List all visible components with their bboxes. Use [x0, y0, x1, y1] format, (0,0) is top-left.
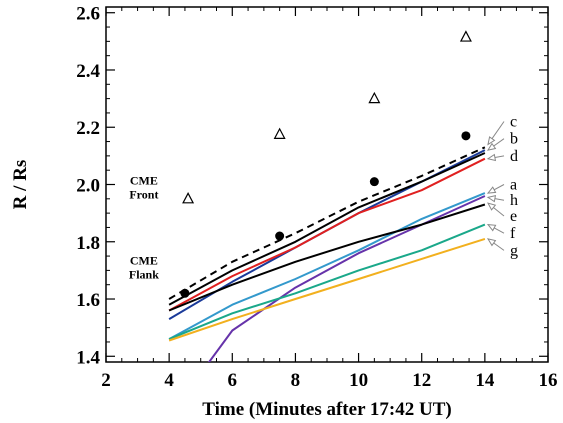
annotation-text: CME [130, 254, 158, 268]
series-line-a [168, 192, 486, 340]
x-tick-label: 12 [412, 370, 431, 391]
series-lines [168, 146, 486, 362]
dot-marker [369, 177, 379, 187]
annotation-text: Flank [129, 268, 159, 282]
series-label-f: f [510, 225, 516, 242]
y-tick-label: 1.8 [76, 233, 100, 254]
y-tick-label: 1.6 [76, 290, 100, 311]
y-tick-label: 2.4 [76, 61, 100, 82]
series-line-g [168, 237, 486, 342]
series-line-f [168, 223, 486, 341]
series-label-a: a [510, 177, 517, 194]
series-line-h [207, 195, 486, 362]
x-tick-label: 2 [101, 370, 111, 391]
label-arrow-head [486, 223, 497, 232]
triangle-marker [182, 192, 195, 204]
triangle-marker [273, 127, 286, 139]
triangle-marker [459, 30, 472, 42]
series-line-black [168, 152, 486, 306]
label-arrow-head [486, 186, 497, 194]
y-tick-label: 2.6 [76, 4, 100, 25]
annotation-text: CME [130, 174, 158, 188]
x-tick-labels: 2 4 6 8 10 12 14 16 [101, 370, 557, 391]
triangle-marker [368, 91, 381, 104]
x-tick-label: 8 [291, 370, 301, 391]
y-tick-labels: 1.4 1.6 1.8 2.0 2.2 2.4 2.6 [76, 4, 100, 369]
y-tick-label: 2.0 [76, 176, 100, 197]
axis-ticks [105, 7, 549, 362]
annotation-text: Front [129, 188, 158, 202]
series-label-e: e [510, 208, 517, 225]
label-arrow-head [486, 238, 497, 247]
x-tick-label: 16 [539, 370, 558, 391]
label-arrow-head [486, 142, 497, 151]
x-tick-label: 10 [349, 370, 368, 391]
dot-marker [180, 288, 190, 298]
x-axis-title: Time (Minutes after 17:42 UT) [202, 399, 451, 420]
y-tick-label: 1.4 [76, 347, 100, 368]
x-tick-label: 14 [475, 370, 495, 391]
series-label-d: d [510, 148, 518, 165]
label-arrow-head [487, 202, 497, 211]
label-arrow-head [486, 153, 497, 162]
series-label-g: g [510, 242, 518, 259]
label-arrow-head [486, 195, 497, 203]
series-label-h: h [510, 192, 518, 209]
x-tick-label: 6 [228, 370, 238, 391]
x-tick-label: 4 [164, 370, 174, 391]
series-line-d [168, 157, 486, 312]
series-label-c: c [510, 114, 517, 131]
label-arrow-head [487, 136, 496, 146]
series-line-c [168, 146, 486, 300]
y-axis-title: R / Rs [10, 160, 31, 210]
series-label-b: b [510, 131, 518, 148]
dot-marker [461, 131, 471, 141]
markers [180, 30, 472, 298]
dot-marker [275, 231, 285, 241]
series-line-e [168, 203, 486, 312]
y-tick-label: 2.2 [76, 118, 100, 139]
